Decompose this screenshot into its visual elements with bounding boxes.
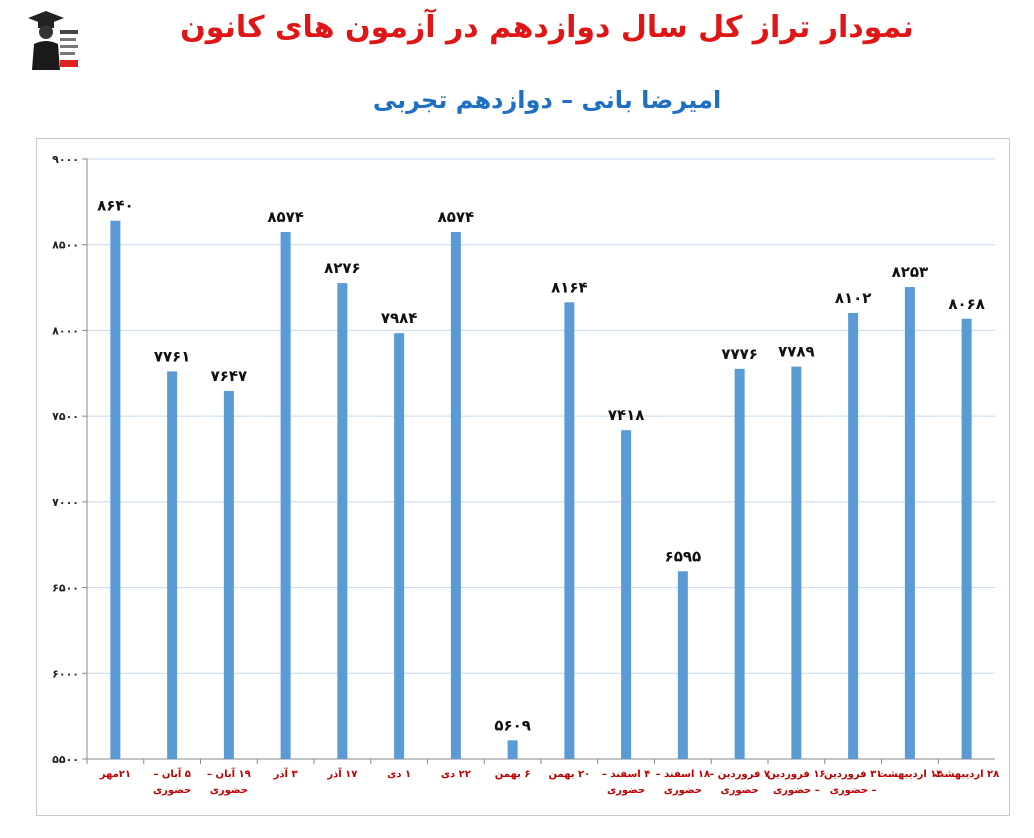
y-tick-label: ۵۵۰۰ <box>52 753 79 766</box>
data-label: ۷۴۱۸ <box>608 406 645 424</box>
data-label: ۵۶۰۹ <box>494 716 531 734</box>
category-label: ۱۸ اسفند – <box>656 769 711 780</box>
bar <box>961 318 972 759</box>
bar <box>621 430 632 759</box>
category-label: – حضوری <box>830 785 877 796</box>
data-label: ۸۵۷۴ <box>438 208 475 226</box>
bar <box>564 302 575 759</box>
category-label: ۲۲ دی <box>441 769 471 780</box>
category-label: حضوری <box>607 785 645 796</box>
category-label: ۱۹ آبان – <box>207 767 251 780</box>
data-label: ۷۹۸۴ <box>381 309 418 327</box>
graduate-logo-icon <box>22 8 80 70</box>
category-label: ۲۱مهر <box>99 769 131 780</box>
y-tick-label: ۹۰۰۰ <box>52 153 79 166</box>
bar <box>280 232 291 759</box>
y-tick-label: ۷۵۰۰ <box>52 410 79 423</box>
bar <box>110 220 121 759</box>
bar <box>223 390 234 759</box>
chart-subtitle: امیرضا بانی – دوازدهم تجربی <box>372 86 722 114</box>
y-tick-label: ۸۵۰۰ <box>52 239 79 252</box>
data-label: ۸۵۷۴ <box>267 208 304 226</box>
y-tick-label: ۶۵۰۰ <box>52 582 79 595</box>
bar <box>734 368 745 759</box>
bar <box>450 232 461 759</box>
data-label: ۸۰۶۸ <box>948 295 985 313</box>
category-label: ۶ بهمن <box>495 769 531 780</box>
bar <box>904 287 915 759</box>
data-label: ۸۲۵۳ <box>892 263 929 281</box>
category-label: حضوری <box>720 785 758 796</box>
category-label: ۳ آذر <box>273 767 298 780</box>
data-label: ۷۷۶۱ <box>154 347 191 365</box>
data-label: ۸۲۷۶ <box>324 259 361 277</box>
data-label: ۶۵۹۵ <box>665 547 702 565</box>
bar <box>167 371 178 759</box>
chart-area: ۵۵۰۰ ۶۰۰۰ ۶۵۰۰ ۷۰۰۰ ۷۵۰۰ ۸۰۰۰ ۸۵۰۰ ۹۰۰۰ ۸۶۴۰ ۲۱مه… <box>36 138 1010 816</box>
category-label: ۲۸ اردیبهشت <box>934 769 999 780</box>
category-label: ۵ آبان – <box>153 767 191 780</box>
bar <box>394 333 405 759</box>
category-label: حضوری <box>153 785 191 796</box>
category-label: ۱ دی <box>387 769 411 780</box>
data-label: ۷۶۴۷ <box>211 367 248 385</box>
bar <box>507 740 518 759</box>
data-label: ۷۷۷۶ <box>721 345 758 363</box>
category-label: – حضوری <box>773 785 820 796</box>
y-tick-label: ۷۰۰۰ <box>52 496 79 509</box>
category-label: ۱۷ آذر <box>326 767 357 780</box>
category-label: حضوری <box>210 785 248 796</box>
category-label: ۱۶ فروردین <box>767 769 825 780</box>
chart-title: نمودار تراز کل سال دوازدهم در آزمون های … <box>180 10 914 45</box>
bar <box>677 571 688 759</box>
category-label: حضوری <box>664 785 702 796</box>
bar <box>848 312 859 759</box>
category-label: ۴ اسفند – <box>602 769 650 780</box>
bar <box>337 283 348 759</box>
y-tick-label: ۶۰۰۰ <box>52 667 79 680</box>
data-label: ۸۱۰۲ <box>835 289 872 307</box>
category-label: ۳۱ فروردین <box>824 769 882 780</box>
data-label: ۸۶۴۰ <box>97 197 134 215</box>
data-label: ۸۱۶۴ <box>551 278 588 296</box>
category-label: ۲۰ بهمن <box>548 769 590 780</box>
bar <box>791 366 802 759</box>
bar-chart: ۵۵۰۰ ۶۰۰۰ ۶۵۰۰ ۷۰۰۰ ۷۵۰۰ ۸۰۰۰ ۸۵۰۰ ۹۰۰۰ ۸۶۴۰ ۲۱مه… <box>52 153 999 796</box>
category-label: ۱۴ اردیبهشت <box>877 769 942 780</box>
data-label: ۷۷۸۹ <box>778 343 815 361</box>
category-label: ۷ فروردین – <box>709 769 770 780</box>
y-tick-label: ۸۰۰۰ <box>52 324 79 337</box>
